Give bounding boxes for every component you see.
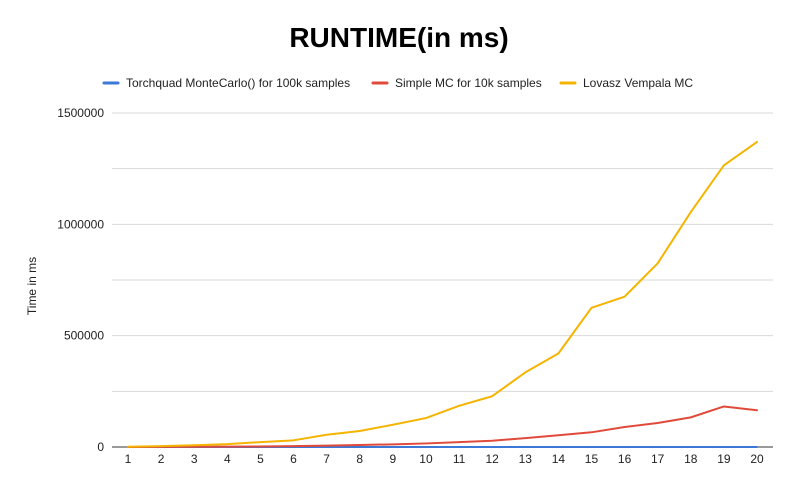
legend-label: Torchquad MonteCarlo() for 100k samples (126, 76, 350, 90)
series-line-3 (127, 140, 758, 448)
chart-title: RUNTIME(in ms) (289, 22, 509, 53)
x-tick-label: 6 (290, 452, 297, 466)
x-axis-ticks: 1 2 3 4 5 6 7 8 9 10 11 12 13 14 15 16 17 18 19 20 (125, 452, 764, 466)
x-tick-label: 10 (419, 452, 433, 466)
series-layer (127, 140, 758, 448)
x-tick-label: 11 (453, 452, 466, 466)
legend: Torchquad MonteCarlo() for 100k samples S… (102, 76, 693, 90)
x-tick-label: 16 (618, 452, 632, 466)
x-tick-label: 1 (125, 452, 132, 466)
x-tick-label: 3 (191, 452, 198, 466)
y-tick-label: 1500000 (57, 106, 104, 120)
x-tick-label: 4 (224, 452, 231, 466)
y-tick-label: 0 (97, 440, 104, 454)
x-tick-label: 12 (485, 452, 499, 466)
x-tick-label: 17 (651, 452, 665, 466)
x-tick-label: 7 (323, 452, 330, 466)
x-tick-label: 18 (684, 452, 698, 466)
x-tick-label: 14 (552, 452, 566, 466)
x-tick-label: 19 (717, 452, 731, 466)
y-tick-label: 500000 (64, 329, 104, 343)
x-tick-label: 20 (750, 452, 764, 466)
legend-label: Lovasz Vempala MC (583, 76, 693, 90)
gridlines (112, 112, 773, 448)
y-axis-ticks: 0 500000 1000000 1500000 (57, 106, 104, 454)
x-tick-label: 15 (585, 452, 599, 466)
x-tick-label: 13 (519, 452, 533, 466)
x-tick-label: 2 (158, 452, 165, 466)
y-axis-title: Time in ms (25, 257, 39, 315)
series-line-2 (127, 405, 758, 448)
x-tick-label: 5 (257, 452, 264, 466)
y-tick-label: 1000000 (57, 217, 104, 231)
x-tick-label: 8 (356, 452, 363, 466)
x-tick-label: 9 (389, 452, 396, 466)
legend-label: Simple MC for 10k samples (395, 76, 542, 90)
